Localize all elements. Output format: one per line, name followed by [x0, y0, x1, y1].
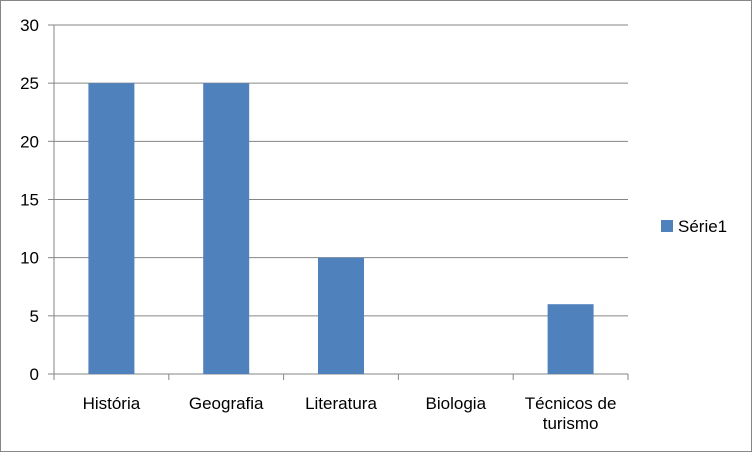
y-tick-label: 10	[20, 249, 39, 268]
x-tick-label: História	[83, 394, 141, 413]
bars	[88, 83, 594, 375]
y-tick-label: 15	[20, 191, 39, 210]
legend: Série1	[661, 217, 727, 236]
x-tick-label: Biologia	[426, 394, 487, 413]
gridlines	[48, 24, 628, 375]
y-tick-label: 30	[20, 16, 39, 35]
y-tick-label: 20	[20, 132, 39, 151]
bar-hist-ria	[88, 83, 135, 375]
bar-geografia	[203, 83, 250, 375]
x-tick-label: turismo	[543, 414, 599, 433]
x-tick-label: Técnicos de	[525, 394, 617, 413]
bar-literatura	[318, 257, 364, 374]
x-tick-label: Literatura	[305, 394, 377, 413]
bar-t-cnicos-de-turismo	[547, 304, 594, 374]
x-axis-tick-labels: História Geografia Literatura Biologia Técni…	[83, 394, 617, 433]
legend-label: Série1	[678, 217, 727, 236]
y-tick-label: 0	[30, 365, 39, 384]
x-tick-label: Geografia	[189, 394, 264, 413]
y-tick-label: 25	[20, 74, 39, 93]
y-axis-tick-labels: 0 5 10 15 20 25 30	[20, 16, 39, 384]
legend-swatch	[661, 220, 673, 232]
y-tick-label: 5	[30, 307, 39, 326]
